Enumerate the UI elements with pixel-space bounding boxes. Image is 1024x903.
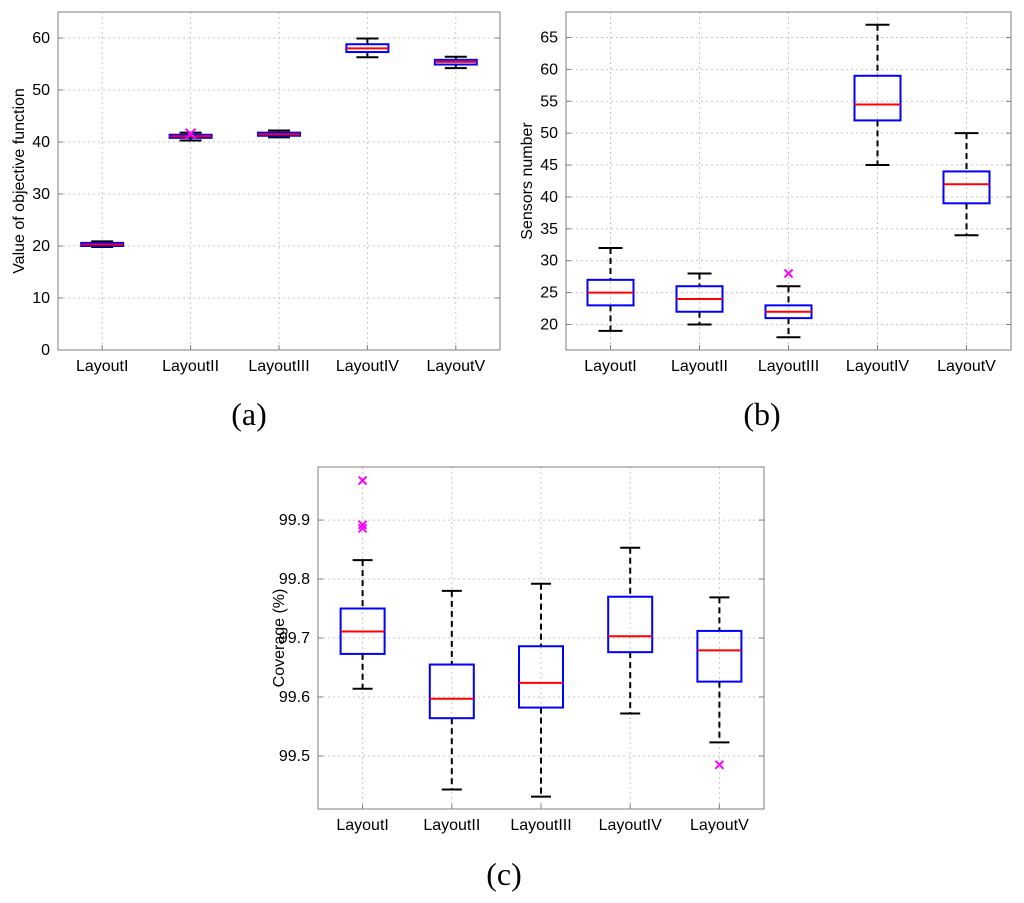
y-tick-label: 55 [540,93,558,110]
y-tick-label: 60 [32,30,50,47]
y-tick-label: 35 [540,221,558,238]
y-tick-label: 99.7 [279,630,310,647]
box-iqr [607,595,654,654]
y-tick-label: 50 [540,125,558,142]
x-tick-label: LayoutIII [510,817,571,834]
outlier-marker [184,127,197,140]
x-tick-label: LayoutI [76,358,128,375]
box-iqr [696,629,743,683]
y-axis-label: Value of objective function [11,88,28,274]
box-iqr [853,74,902,122]
y-tick-label: 99.5 [279,748,310,765]
y-tick-label: 65 [540,30,558,47]
box-iqr [942,170,991,205]
outlier-marker [714,760,725,770]
y-tick-label: 40 [540,189,558,206]
y-tick-label: 20 [32,238,50,255]
x-tick-label: LayoutV [426,358,485,375]
outlier-marker [357,520,368,530]
y-tick-label: 30 [540,253,558,270]
x-tick-label: LayoutV [937,358,996,375]
y-tick-label: 10 [32,290,50,307]
y-tick-label: 25 [540,285,558,302]
y-tick-label: 0 [41,342,50,359]
panel-label-c: (c) [486,856,522,892]
panel-label-a: (a) [231,396,267,432]
x-tick-label: LayoutII [162,358,219,375]
x-tick-label: LayoutII [423,817,480,834]
x-tick-label: LayoutIV [846,358,909,375]
panel-a: 0 10 20 30 40 50 60 LayoutI LayoutII LayoutIII Lay… [11,11,501,375]
x-tick-label: LayoutIII [248,358,309,375]
panel-b: 20 25 30 35 40 45 50 55 60 65 LayoutI LayoutII Layou… [519,11,1012,375]
x-tick-label: LayoutV [690,817,749,834]
y-tick-label: 40 [32,134,50,151]
y-tick-label: 99.6 [279,689,310,706]
panel-label-b: (b) [743,396,780,432]
box-iqr [428,663,475,720]
x-tick-label: LayoutII [671,358,728,375]
x-tick-label: LayoutI [584,358,636,375]
outlier-marker [357,475,368,486]
panel-c: 99.5 99.6 99.7 99.8 99.9 LayoutI LayoutII Layou… [271,466,765,834]
y-tick-label: 20 [540,316,558,333]
y-tick-label: 45 [540,157,558,174]
y-tick-label: 99.9 [279,512,310,529]
box-iqr [518,645,564,709]
y-tick-label: 50 [32,82,50,99]
x-tick-label: LayoutIV [336,358,399,375]
outlier-marker [783,268,794,279]
y-tick-label: 60 [540,61,558,78]
x-tick-label: LayoutIV [599,817,662,834]
y-tick-label: 30 [32,186,50,203]
y-axis-label: Sensors number [519,122,536,240]
outlier-marker [357,523,368,534]
y-axis-label: Coverage (%) [271,589,288,688]
x-tick-label: LayoutI [336,817,388,834]
y-tick-label: 99.8 [279,571,310,588]
x-tick-label: LayoutIII [758,358,819,375]
